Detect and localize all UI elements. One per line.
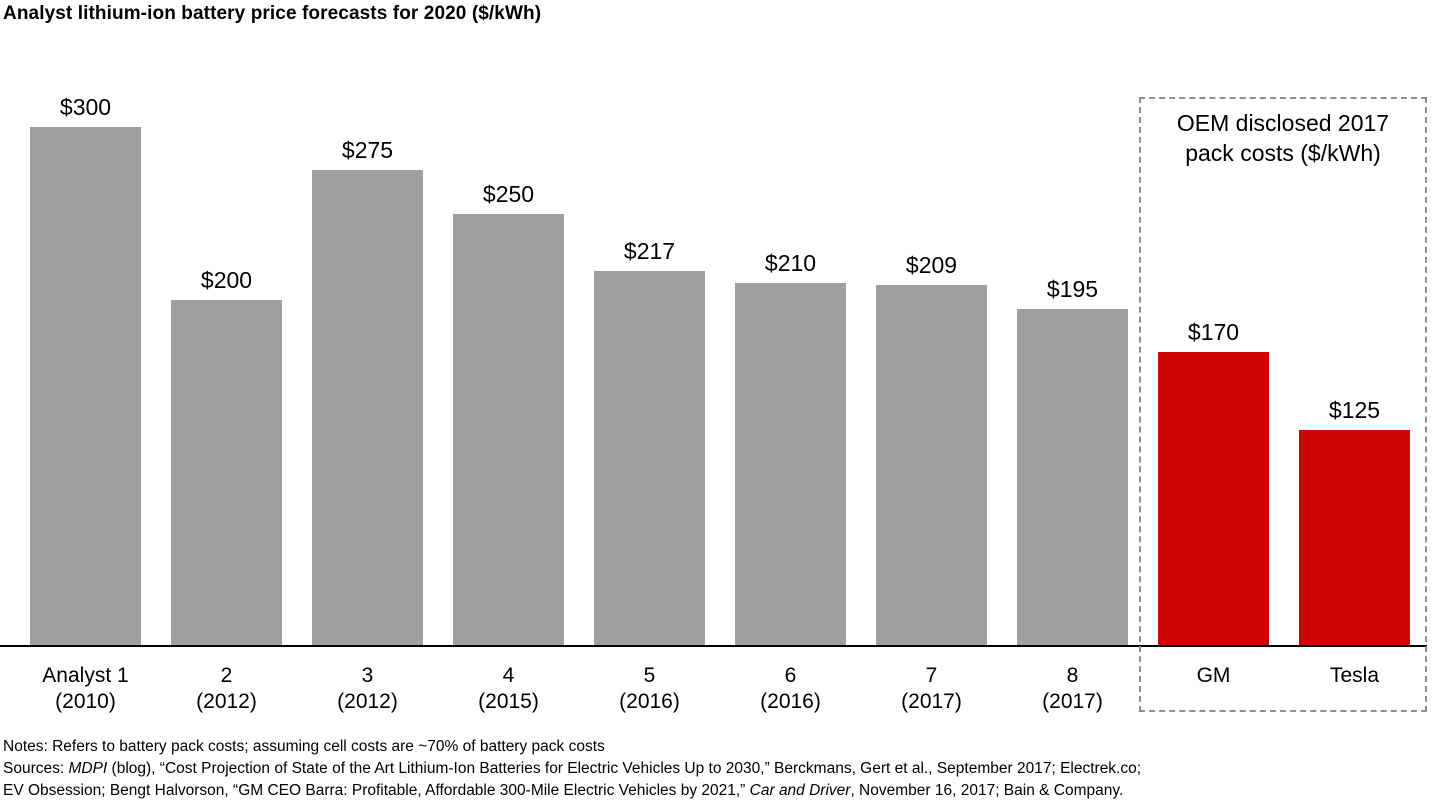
- x-axis-label-line1: 4: [502, 664, 515, 687]
- chart-bar-3: [312, 170, 423, 647]
- bar-value-label: $275: [341, 137, 394, 163]
- x-axis-label-line1: 6: [784, 664, 797, 687]
- bar-value-label: $250: [482, 181, 535, 207]
- source-text: (blog), “Cost Projection of State of the…: [107, 760, 1142, 777]
- bar-value-label: $200: [200, 267, 253, 293]
- x-axis-label-line2: (2016): [619, 690, 680, 713]
- x-axis-label: 2 (2012): [196, 663, 257, 715]
- bar-value-label: $300: [59, 94, 112, 120]
- x-axis-label-line2: (2012): [196, 690, 257, 713]
- x-axis-label: 5 (2016): [619, 663, 680, 715]
- x-axis-label: GM: [1197, 663, 1231, 689]
- x-axis-label-line1: 8: [1066, 664, 1079, 687]
- x-axis-label: 7 (2017): [901, 663, 962, 715]
- x-axis-label-line1: GM: [1196, 664, 1231, 687]
- sources-line-1: Sources: MDPI (blog), “Cost Projection o…: [3, 758, 1141, 780]
- oem-annotation-box: [1139, 97, 1427, 712]
- x-axis-label: Analyst 1 (2010): [42, 663, 128, 715]
- chart-bar-6: [735, 283, 846, 647]
- bar-value-label: $170: [1187, 319, 1240, 345]
- x-axis-label: Tesla: [1330, 663, 1379, 689]
- x-axis-label-line2: (2015): [478, 690, 539, 713]
- bar-value-label: $209: [905, 252, 958, 278]
- notes-line: Notes: Refers to battery pack costs; ass…: [3, 738, 605, 755]
- chart-bar-tesla: [1299, 430, 1410, 647]
- x-axis-label: 3 (2012): [337, 663, 398, 715]
- chart-bar-8: [1017, 309, 1128, 647]
- x-axis-label-line1: 2: [220, 664, 233, 687]
- source-title-italic: Car and Driver: [749, 782, 851, 799]
- x-axis-label-line2: (2016): [760, 690, 821, 713]
- x-axis-label: 8 (2017): [1042, 663, 1103, 715]
- bar-value-label: $195: [1046, 276, 1099, 302]
- oem-annotation-line2: pack costs ($/kWh): [1185, 140, 1381, 166]
- chart-bar-2: [171, 300, 282, 647]
- chart-bar-4: [453, 214, 564, 647]
- x-axis-label-line2: (2017): [901, 690, 962, 713]
- footer: Notes: Refers to battery pack costs; ass…: [3, 736, 1141, 802]
- chart-bar-7: [876, 285, 987, 647]
- source-text: , November 16, 2017; Bain & Company.: [850, 782, 1124, 799]
- source-text: Sources:: [3, 760, 69, 777]
- x-axis-label-line2: (2012): [337, 690, 398, 713]
- chart-bar-gm: [1158, 352, 1269, 647]
- chart-bar-5: [594, 271, 705, 647]
- chart-bar-analyst-1: [30, 127, 141, 647]
- oem-annotation-line1: OEM disclosed 2017: [1176, 110, 1390, 136]
- x-axis-label-line1: Tesla: [1329, 664, 1380, 687]
- sources-line-2: EV Obsession; Bengt Halvorson, “GM CEO B…: [3, 780, 1141, 802]
- x-axis-label: 4 (2015): [478, 663, 539, 715]
- x-axis-label: 6 (2016): [760, 663, 821, 715]
- x-axis-label-line1: 5: [643, 664, 656, 687]
- x-axis-label-line1: Analyst 1: [42, 664, 129, 687]
- source-title-italic: MDPI: [68, 760, 108, 777]
- bar-value-label: $210: [764, 250, 817, 276]
- x-axis-line: [0, 645, 1427, 647]
- bar-value-label: $217: [623, 238, 676, 264]
- x-axis-label-line1: 7: [925, 664, 938, 687]
- source-text: EV Obsession; Bengt Halvorson, “GM CEO B…: [3, 782, 750, 799]
- x-axis-label-line2: (2017): [1042, 690, 1103, 713]
- oem-annotation-label: OEM disclosed 2017 pack costs ($/kWh): [1139, 108, 1427, 168]
- x-axis-label-line2: (2010): [55, 690, 116, 713]
- chart-title: Analyst lithium-ion battery price foreca…: [3, 3, 542, 24]
- bar-value-label: $125: [1328, 397, 1381, 423]
- x-axis-label-line1: 3: [361, 664, 374, 687]
